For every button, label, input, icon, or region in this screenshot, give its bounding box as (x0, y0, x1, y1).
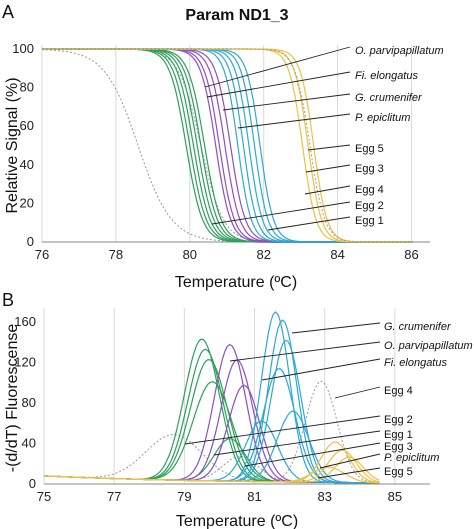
chart-title: Param ND1_3 (185, 7, 288, 24)
y-tick-label: 20 (20, 195, 34, 210)
annotation-leader (244, 442, 381, 467)
annotation-leader (229, 341, 381, 362)
annotation-label: G. crumenifer (355, 92, 423, 104)
series-line (43, 359, 380, 484)
annotation-label: Fi. elongatus (384, 357, 447, 369)
annotation-leader (319, 453, 381, 469)
y-axis-title: Relative Signal (%) (4, 77, 21, 213)
annotation-leader (304, 185, 351, 195)
annotation-label: Egg 3 (355, 163, 384, 175)
y-tick-label: 40 (20, 157, 34, 172)
annotation-label: O. parvipapillatum (355, 45, 444, 57)
x-tick-label: 80 (183, 247, 197, 262)
x-tick-label: 77 (107, 489, 121, 504)
series-line (43, 311, 380, 484)
x-tick-label: 83 (317, 489, 331, 504)
annotation-label: Egg 2 (355, 200, 384, 212)
series-line (43, 466, 380, 484)
annotation-label: O. parvipapillatum (384, 340, 473, 352)
annotation-leader (213, 430, 381, 456)
annotation-leader (305, 164, 351, 173)
y-tick-label: 0 (29, 476, 36, 491)
x-tick-label: 84 (330, 247, 344, 262)
annotation-label: Egg 5 (384, 466, 413, 478)
x-tick-label: 82 (256, 247, 270, 262)
panel-a-plot: 76 78 80 82 84 86 0 20 40 60 80 100 Temperature (ºC)… (4, 41, 444, 291)
annotation-label: Egg 4 (384, 385, 413, 397)
annotation-leader (184, 415, 381, 445)
annotation-leader (204, 46, 351, 88)
annotation-leader (211, 201, 351, 225)
annotation-label: Egg 5 (355, 143, 384, 155)
y-tick-label: 0 (27, 234, 34, 249)
y-tick-label: 40 (22, 436, 36, 451)
annotation-label: Egg 1 (384, 429, 413, 441)
x-tick-label: 81 (247, 489, 261, 504)
x-tick-label: 78 (109, 247, 123, 262)
annotation-leader (222, 93, 351, 111)
annotation-label: Egg 2 (384, 414, 413, 426)
annotation-leader (291, 322, 381, 334)
annotation-leader (334, 386, 381, 399)
y-axis-title: -(d/dT) Fluorescense (4, 324, 21, 473)
annotation-label: P. epiclitum (384, 452, 439, 464)
series-line (42, 48, 413, 243)
series-line (43, 358, 380, 484)
annotation-leader (237, 113, 351, 129)
annotation-label: Fi. elongatus (355, 70, 418, 82)
series-line (43, 384, 380, 484)
x-tick-label: 79 (177, 489, 191, 504)
annotation-label: Egg 3 (384, 441, 413, 453)
x-axis-title: Temperature (ºC) (175, 274, 297, 291)
y-tick-label: 80 (22, 395, 36, 410)
y-tick-label: 80 (20, 80, 34, 95)
annotation-label: G. crumenifer (384, 321, 452, 333)
annotation-leader (206, 71, 351, 98)
x-tick-label: 86 (404, 247, 418, 262)
annotation-leader (261, 358, 381, 381)
annotation-label: Egg 4 (355, 184, 384, 196)
annotation-leader (267, 216, 351, 231)
y-tick-label: 100 (12, 41, 34, 56)
annotation-leader (317, 467, 381, 479)
panel-letter-b: B (2, 290, 14, 310)
annotation-label: P. epiclitum (355, 112, 410, 124)
x-tick-label: 85 (388, 489, 402, 504)
x-tick-label: 76 (35, 247, 49, 262)
y-tick-label: 160 (14, 314, 36, 329)
x-tick-label: 75 (37, 489, 51, 504)
panel-letter-a: A (2, 2, 14, 22)
x-axis-title: Temperature (ºC) (176, 513, 298, 529)
panel-b-plot: 75 77 79 81 83 85 0 40 80 120 160 Temperature (ºC) -… (4, 308, 473, 529)
y-tick-label: 60 (20, 118, 34, 133)
annotation-leader (307, 144, 351, 151)
y-tick-label: 120 (14, 355, 36, 370)
annotation-label: Egg 1 (355, 215, 384, 227)
